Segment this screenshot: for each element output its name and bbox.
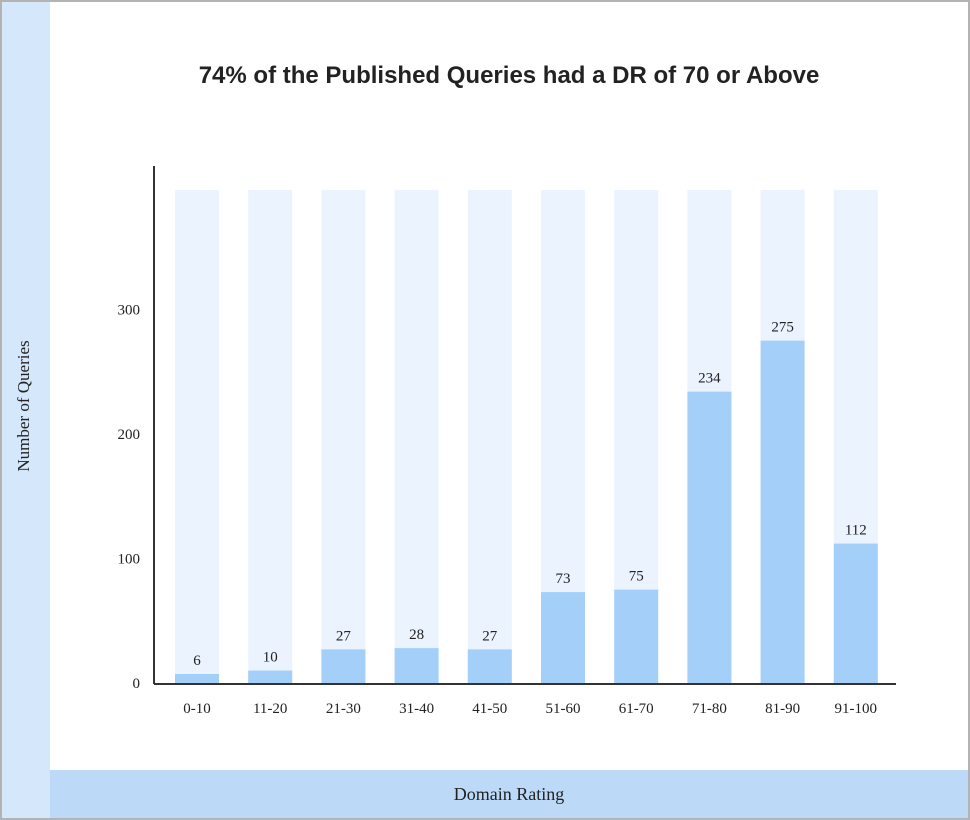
bar	[175, 674, 219, 683]
data-label: 6	[193, 653, 201, 669]
data-label: 75	[629, 569, 644, 585]
data-label: 10	[263, 650, 278, 666]
data-label: 112	[845, 523, 867, 539]
bar	[614, 589, 659, 683]
bar-track	[467, 190, 512, 683]
x-tick-label: 51-60	[546, 701, 581, 717]
x-tick-label: 0-10	[183, 701, 211, 717]
x-tick-label: 61-70	[619, 701, 654, 717]
x-axis-label: Domain Rating	[453, 784, 565, 804]
x-tick-label: 11-20	[253, 701, 287, 717]
x-tick-label: 91-100	[835, 701, 878, 717]
x-tick-label: 21-30	[326, 701, 361, 717]
bar-track	[248, 190, 293, 683]
bar	[541, 592, 585, 683]
y-tick-label: 200	[118, 427, 141, 443]
data-label: 27	[336, 628, 352, 644]
chart-title: 74% of the Published Queries had a DR of…	[50, 62, 968, 90]
bar	[394, 648, 439, 683]
bar-track	[321, 190, 366, 683]
left-band	[2, 2, 50, 818]
bar	[248, 670, 293, 683]
bar	[833, 543, 878, 683]
bottom-band	[50, 770, 968, 818]
x-tick-label: 81-90	[765, 701, 800, 717]
chart-title-text: of the Published Queries had a DR of 70 …	[246, 62, 820, 89]
y-tick-label: 300	[118, 303, 141, 319]
bar	[321, 649, 366, 683]
y-tick-label: 100	[118, 552, 141, 568]
data-label: 275	[771, 320, 794, 336]
x-tick-label: 41-50	[472, 701, 507, 717]
data-label: 27	[482, 628, 498, 644]
data-label: 234	[698, 371, 721, 387]
bar-track	[175, 190, 219, 683]
bar	[467, 649, 512, 683]
chart-title-highlight: 74%	[198, 62, 247, 89]
bar-track	[394, 190, 439, 683]
x-tick-label: 71-80	[692, 701, 727, 717]
data-label: 28	[409, 627, 424, 643]
bar	[760, 340, 805, 683]
y-tick-label: 0	[133, 676, 141, 692]
data-label: 73	[556, 571, 571, 587]
x-tick-label: 31-40	[399, 701, 434, 717]
bar	[687, 391, 732, 683]
